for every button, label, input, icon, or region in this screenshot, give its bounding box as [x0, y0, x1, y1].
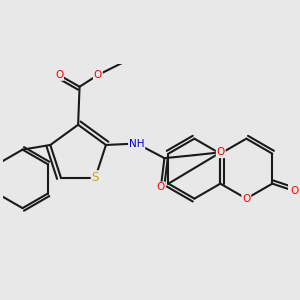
Text: O: O: [94, 70, 102, 80]
Text: O: O: [157, 182, 165, 192]
Text: S: S: [92, 171, 99, 184]
Text: NH: NH: [129, 139, 144, 148]
Text: O: O: [290, 186, 298, 196]
Text: O: O: [242, 194, 250, 204]
Text: O: O: [55, 70, 63, 80]
Text: O: O: [217, 147, 225, 157]
